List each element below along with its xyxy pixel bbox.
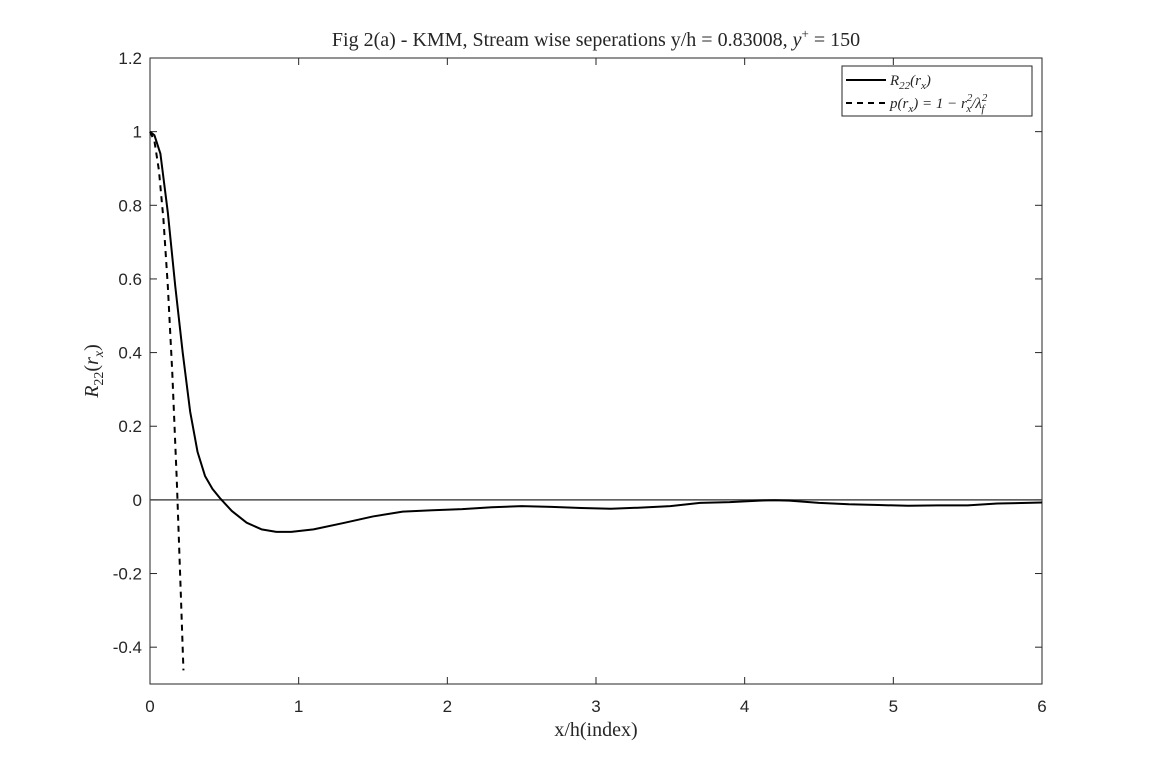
series-line-r22 [149, 130, 1043, 533]
chart-title-text: Fig 2(a) - KMM, Stream wise seperations … [332, 29, 788, 51]
x-tick-label: 0 [145, 697, 154, 716]
y-tick-label: 0.2 [118, 417, 142, 436]
legend-entry-solid: R22(rx) [889, 73, 931, 92]
y-axis-ticks: -0.4 -0.2 0 0.2 0.4 0.6 0.8 1 1.2 [113, 49, 1042, 657]
y-tick-label: -0.2 [113, 565, 142, 584]
chart-title-math-var: y [791, 29, 802, 51]
x-tick-label: 5 [889, 697, 898, 716]
x-tick-label: 1 [294, 697, 303, 716]
x-tick-label: 2 [443, 697, 452, 716]
x-tick-label: 3 [591, 697, 600, 716]
x-axis-label: x/h(index) [554, 719, 637, 741]
chart-title-math-rest: = 150 [809, 29, 860, 51]
y-tick-label: 0.8 [118, 196, 142, 215]
y-axis-label: R22(rx) [81, 344, 107, 399]
x-tick-label: 4 [740, 697, 749, 716]
y-tick-label: 1.2 [118, 49, 142, 68]
y-tick-label: 0.4 [118, 344, 142, 363]
legend: R22(rx) p(rx) = 1 − r2 x/λ2 f [841, 65, 1033, 117]
y-tick-label: 0.6 [118, 270, 142, 289]
chart-title: Fig 2(a) - KMM, Stream wise seperations … [332, 26, 860, 51]
legend-box [841, 65, 1033, 117]
chart-title-math-sup: + [801, 26, 808, 41]
plot-area [149, 57, 1043, 685]
x-tick-label: 6 [1037, 697, 1046, 716]
series-line-parabola-fit [149, 131, 185, 671]
series-layer [149, 130, 1043, 671]
legend-entry-dashed: p(rx) = 1 − r2 x/λ2 f [889, 92, 988, 115]
y-tick-label: 1 [133, 123, 142, 142]
y-tick-label: 0 [133, 491, 142, 510]
y-tick-label: -0.4 [113, 638, 142, 657]
x-axis-ticks: 0 1 2 3 4 5 6 [145, 58, 1047, 716]
